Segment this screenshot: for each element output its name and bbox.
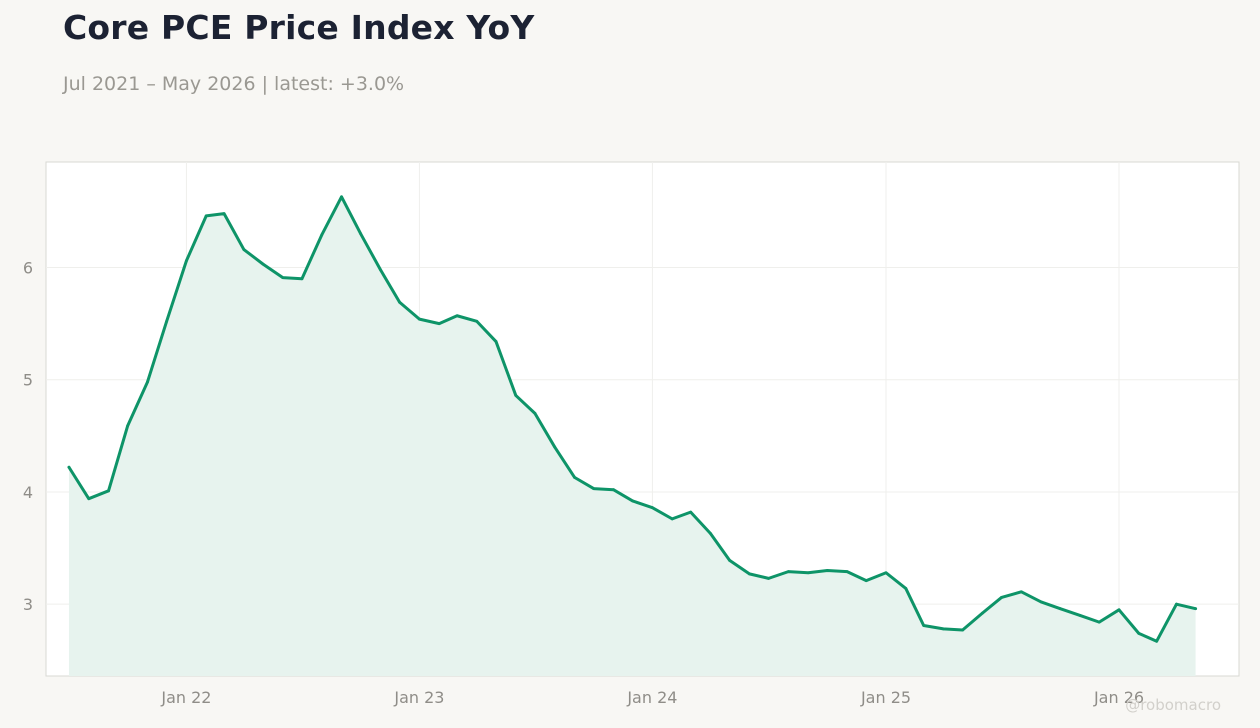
data-point: [1058, 607, 1062, 611]
watermark: @robomacro: [1125, 696, 1221, 714]
data-point: [165, 319, 169, 323]
data-point: [1117, 608, 1121, 612]
data-point: [379, 268, 382, 272]
data-point: [1175, 602, 1178, 606]
data-point: [1097, 620, 1101, 624]
data-point: [922, 624, 926, 627]
data-point: [514, 394, 518, 397]
data-point: [185, 259, 188, 263]
data-points: [67, 195, 1197, 643]
data-point: [767, 576, 770, 580]
data-point: [494, 340, 498, 343]
data-point: [300, 277, 304, 281]
area-fill: [68, 196, 1196, 677]
data-point: [204, 214, 208, 218]
data-point: [281, 276, 285, 279]
tick-labels: 3 4 5 6 Jan 22 Jan 23 Jan 24 Jan 25 Jan 26: [23, 258, 1144, 707]
y-tick-label: 6: [23, 258, 33, 277]
data-point: [475, 319, 479, 323]
x-tick-label: Jan 23: [393, 688, 444, 707]
data-point: [1039, 600, 1043, 604]
data-point: [904, 587, 908, 590]
data-point: [592, 487, 596, 490]
x-tick-label: Jan 24: [626, 688, 677, 707]
data-point: [981, 611, 984, 615]
data-point: [825, 569, 829, 572]
data-point: [359, 232, 363, 236]
data-point: [437, 322, 441, 326]
chart-subtitle: Jul 2021 – May 2026 | latest: +3.0%: [63, 73, 405, 95]
data-point: [87, 497, 91, 501]
data-point: [1000, 596, 1003, 599]
data-point: [455, 314, 459, 318]
data-point: [631, 499, 635, 503]
data-point: [612, 488, 615, 492]
data-point: [1078, 614, 1082, 617]
data-point: [533, 411, 537, 415]
data-point: [1137, 631, 1141, 635]
data-point: [418, 317, 421, 321]
data-point: [748, 572, 751, 576]
data-point: [126, 424, 130, 428]
data-point: [320, 233, 324, 237]
data-point: [709, 532, 712, 535]
data-point: [261, 262, 265, 266]
data-point: [398, 300, 402, 304]
x-tick-label: Jan 25: [860, 688, 911, 707]
data-point: [67, 465, 71, 469]
data-point: [573, 475, 576, 479]
data-point: [845, 570, 849, 574]
y-tick-label: 4: [23, 483, 33, 502]
data-point: [222, 212, 226, 216]
data-point: [1194, 607, 1197, 611]
data-point: [1155, 639, 1159, 643]
data-point: [864, 579, 868, 583]
data-point: [340, 195, 343, 199]
data-point: [728, 559, 732, 562]
x-tick-label: Jan 26: [1093, 688, 1144, 707]
data-point: [107, 489, 110, 493]
data-point: [650, 506, 654, 510]
data-point: [689, 510, 693, 514]
data-point: [146, 380, 149, 384]
data-point: [806, 571, 810, 575]
data-point: [786, 570, 790, 574]
data-point: [1019, 590, 1023, 594]
y-tick-label: 3: [23, 595, 33, 614]
data-point: [961, 628, 965, 632]
data-point: [884, 571, 888, 575]
data-point: [553, 445, 557, 449]
data-point: [942, 627, 945, 631]
y-tick-label: 5: [23, 371, 33, 390]
chart-title: Core PCE Price Index YoY: [63, 8, 535, 47]
data-point: [670, 517, 674, 521]
data-point: [242, 248, 246, 251]
x-tick-label: Jan 22: [160, 688, 211, 707]
